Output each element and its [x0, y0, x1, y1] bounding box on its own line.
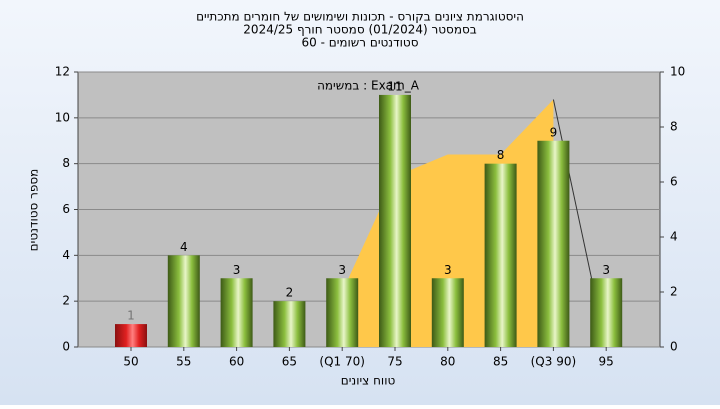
bar	[326, 278, 359, 347]
title-line: סטודנטים רשומים - 60	[301, 36, 418, 50]
y2-tick-label: 0	[670, 340, 678, 354]
x-tick-label: (Q1 70)	[319, 355, 365, 369]
data-label: 3	[233, 263, 241, 277]
x-tick-label: 95	[599, 355, 614, 369]
y-axis-label: מספר סטודנטים	[27, 169, 41, 252]
y-tick-label: 8	[62, 156, 70, 170]
x-tick-label: 80	[440, 355, 455, 369]
data-label: 1	[127, 309, 135, 323]
x-axis-label: טווח ציונים	[341, 374, 396, 388]
data-label: 9	[550, 125, 558, 139]
data-label: 4	[180, 240, 188, 254]
y-tick-label: 10	[55, 110, 70, 124]
x-tick-label: 75	[387, 355, 402, 369]
data-label: 8	[497, 148, 505, 162]
data-label: 3	[444, 263, 452, 277]
x-tick-label: (Q3 90)	[531, 355, 577, 369]
bar	[273, 301, 306, 347]
bar	[484, 163, 517, 347]
y2-tick-label: 10	[670, 65, 685, 79]
y2-tick-label: 6	[670, 175, 678, 189]
bar	[115, 324, 147, 347]
data-label: 3	[338, 263, 346, 277]
x-tick-label: 50	[123, 355, 138, 369]
y-tick-label: 2	[62, 294, 70, 308]
bar	[167, 255, 200, 347]
bar	[590, 278, 623, 347]
bar	[379, 94, 411, 348]
x-tick-label: 65	[282, 355, 297, 369]
bar	[537, 140, 570, 347]
y-tick-label: 12	[55, 65, 70, 79]
annotation: במשימה : Exam_A	[317, 79, 420, 93]
y-tick-label: 4	[62, 248, 70, 262]
x-tick-label: 60	[229, 355, 244, 369]
bar	[220, 278, 253, 347]
x-tick-label: 85	[493, 355, 508, 369]
title-line: היסטוגרמת ציונים בקורס - תכונות ושימושים…	[196, 10, 524, 24]
title-line: בסמסטר (01/2024) סמסטר חורף 2024/25	[243, 23, 476, 37]
y2-tick-label: 8	[670, 120, 678, 134]
data-label: 11	[387, 79, 402, 93]
y-tick-label: 0	[62, 340, 70, 354]
y-tick-label: 6	[62, 202, 70, 216]
x-tick-label: 55	[176, 355, 191, 369]
bar	[431, 278, 464, 347]
y2-tick-label: 2	[670, 285, 678, 299]
y2-tick-label: 4	[670, 230, 678, 244]
data-label: 3	[602, 263, 610, 277]
data-label: 2	[286, 286, 294, 300]
